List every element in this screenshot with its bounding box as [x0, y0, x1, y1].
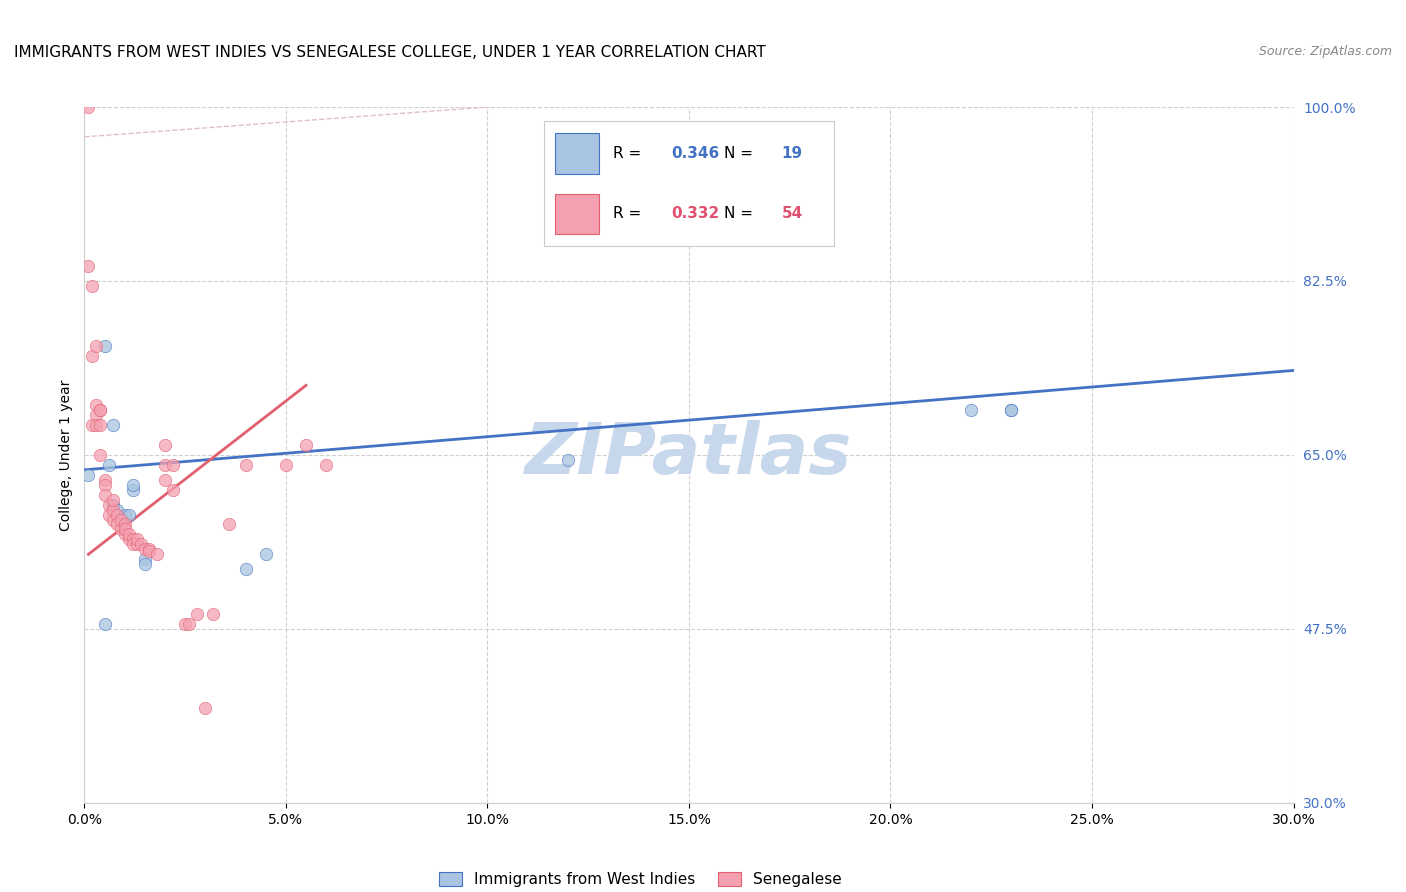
Point	[134, 558, 156, 572]
Point	[1000, 403, 1022, 417]
Point	[93, 488, 115, 502]
Point	[77, 100, 100, 114]
Point	[93, 473, 115, 487]
Point	[89, 403, 111, 417]
Point	[125, 537, 148, 551]
Point	[138, 544, 160, 558]
Point	[101, 498, 124, 512]
Point	[557, 453, 579, 467]
Point	[295, 438, 318, 452]
Point	[146, 547, 169, 561]
Point	[121, 533, 143, 547]
Point	[121, 483, 143, 497]
Point	[153, 458, 176, 472]
Point	[315, 458, 337, 472]
Point	[82, 349, 104, 363]
Point	[114, 527, 136, 541]
Point	[105, 502, 128, 516]
Point	[101, 512, 124, 526]
Point	[194, 701, 217, 715]
Point	[97, 508, 120, 522]
Point	[960, 403, 983, 417]
Point	[179, 616, 201, 631]
Legend: Immigrants from West Indies, Senegalese: Immigrants from West Indies, Senegalese	[433, 866, 848, 892]
Point	[162, 458, 184, 472]
Point	[93, 477, 115, 491]
Point	[274, 458, 297, 472]
Point	[101, 492, 124, 507]
Point	[1000, 403, 1022, 417]
Point	[121, 537, 143, 551]
Point	[235, 562, 257, 576]
Point	[110, 512, 132, 526]
Point	[82, 418, 104, 433]
Y-axis label: College, Under 1 year: College, Under 1 year	[59, 379, 73, 531]
Point	[105, 508, 128, 522]
Point	[134, 552, 156, 566]
Point	[97, 458, 120, 472]
Point	[89, 418, 111, 433]
Point	[86, 408, 108, 422]
Point	[129, 537, 152, 551]
Point	[186, 607, 208, 621]
Point	[125, 533, 148, 547]
Point	[82, 279, 104, 293]
Point	[118, 527, 141, 541]
Point	[174, 616, 197, 631]
Point	[93, 616, 115, 631]
Point	[114, 508, 136, 522]
Point	[105, 517, 128, 532]
Point	[254, 547, 277, 561]
Point	[101, 418, 124, 433]
Point	[101, 502, 124, 516]
Point	[162, 483, 184, 497]
Point	[235, 458, 257, 472]
Point	[97, 498, 120, 512]
Point	[86, 418, 108, 433]
Text: IMMIGRANTS FROM WEST INDIES VS SENEGALESE COLLEGE, UNDER 1 YEAR CORRELATION CHAR: IMMIGRANTS FROM WEST INDIES VS SENEGALES…	[14, 45, 766, 60]
Point	[93, 338, 115, 352]
Point	[86, 338, 108, 352]
Point	[138, 542, 160, 557]
Text: Source: ZipAtlas.com: Source: ZipAtlas.com	[1258, 45, 1392, 58]
Point	[86, 398, 108, 412]
Point	[153, 438, 176, 452]
Point	[77, 467, 100, 482]
Point	[89, 403, 111, 417]
Point	[153, 473, 176, 487]
Text: ZIPatlas: ZIPatlas	[526, 420, 852, 490]
Point	[77, 259, 100, 273]
Point	[110, 523, 132, 537]
Point	[118, 508, 141, 522]
Point	[202, 607, 225, 621]
Point	[134, 542, 156, 557]
Point	[89, 448, 111, 462]
Point	[118, 533, 141, 547]
Point	[114, 517, 136, 532]
Point	[218, 517, 240, 532]
Point	[121, 477, 143, 491]
Point	[114, 523, 136, 537]
